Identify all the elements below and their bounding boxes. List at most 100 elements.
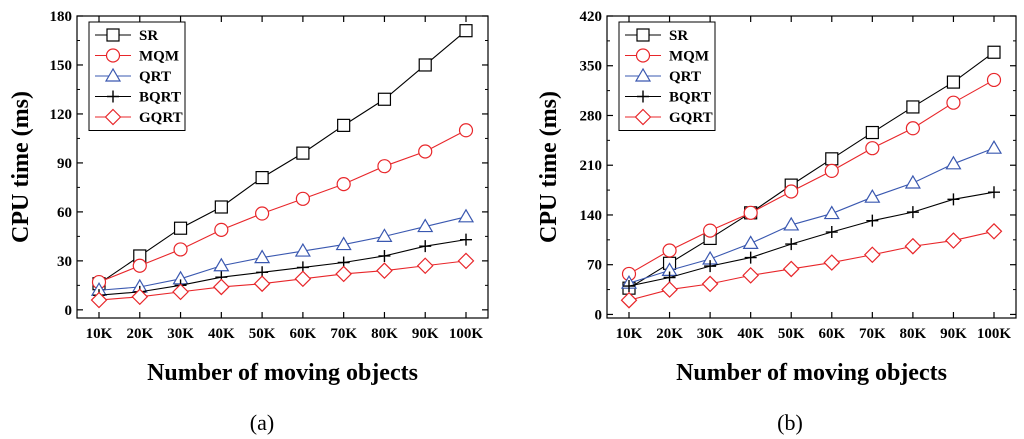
data-point: [90, 291, 108, 309]
y-tick-label: 30: [57, 254, 72, 270]
data-point: [294, 242, 311, 257]
data-point: [419, 240, 432, 253]
data-point: [823, 254, 841, 271]
data-point: [945, 232, 962, 249]
x-tick-label: 20K: [126, 326, 153, 342]
series-qrt: [90, 208, 475, 296]
x-tick-label: 60K: [290, 326, 317, 342]
data-point: [253, 275, 271, 293]
y-tick-label: 0: [595, 307, 603, 323]
data-point: [906, 100, 920, 114]
x-tick-label: 50K: [778, 326, 805, 342]
data-point: [865, 141, 880, 156]
series-line: [98, 239, 467, 296]
data-point: [376, 228, 393, 242]
y-tick-label: 150: [50, 58, 73, 74]
legend-label: BQRT: [139, 90, 181, 106]
legend-label: SR: [669, 28, 688, 44]
x-tick-label: 20K: [656, 326, 683, 342]
data-point: [985, 139, 1003, 154]
data-point: [620, 291, 638, 309]
data-point: [825, 226, 838, 239]
x-tick-label: 70K: [330, 326, 357, 342]
data-point: [294, 270, 312, 288]
data-point: [418, 58, 432, 72]
data-point: [823, 205, 840, 220]
data-point: [212, 278, 230, 296]
plot-frame: [606, 15, 1017, 319]
data-point: [337, 118, 351, 132]
data-point: [377, 159, 392, 174]
legend-marker: [634, 108, 652, 126]
x-tick-label: 100K: [449, 326, 484, 342]
legend-marker: [636, 28, 650, 42]
data-point: [131, 288, 149, 306]
data-point: [296, 146, 310, 160]
x-tick-label: 80K: [900, 326, 927, 342]
data-point: [662, 243, 677, 258]
x-tick-label: 90K: [940, 326, 967, 342]
data-point: [335, 265, 353, 283]
data-point: [904, 237, 922, 255]
legend: SR MQM QRT BQRT GQRT: [618, 21, 716, 131]
data-point: [947, 193, 960, 206]
data-point: [336, 177, 351, 192]
y-tick-label: 120: [50, 107, 73, 123]
y-tick-label: 0: [65, 303, 73, 319]
data-point: [254, 249, 271, 264]
plot-frame: [76, 15, 489, 319]
data-point: [863, 246, 881, 264]
data-point: [255, 171, 269, 185]
x-tick-label: 90K: [412, 326, 439, 342]
data-point: [417, 218, 434, 233]
data-point: [173, 221, 188, 235]
series-gqrt: [620, 222, 1003, 309]
data-point: [703, 223, 718, 238]
series-mqm: [91, 123, 474, 290]
y-tick-label: 180: [50, 9, 73, 25]
x-tick-label: 30K: [697, 326, 724, 342]
legend-marker: [105, 48, 121, 63]
series-line: [98, 216, 467, 291]
data-point: [214, 222, 229, 237]
data-point: [459, 24, 473, 38]
legend-label: MQM: [139, 49, 179, 65]
x-tick-label: 30K: [167, 326, 194, 342]
chart-caption: (b): [777, 410, 803, 435]
chart-a: 0 30 60 90 120 150 180 10K 20K 30K 40K 50K 60K 70K 80K…: [8, 9, 489, 435]
series-line: [98, 129, 467, 283]
series-line: [98, 260, 467, 301]
x-tick-label: 10K: [616, 326, 643, 342]
legend: SR MQM QRT BQRT GQRT: [88, 21, 186, 131]
data-point: [742, 235, 759, 249]
data-point: [864, 189, 881, 203]
legend-box: [88, 21, 186, 131]
y-tick-label: 60: [57, 205, 72, 221]
series-line: [628, 79, 995, 275]
legend-marker: [107, 90, 119, 103]
legend-label: QRT: [139, 69, 171, 85]
x-tick-label: 10K: [86, 326, 113, 342]
data-point: [458, 123, 474, 138]
series-line: [98, 30, 467, 285]
data-point: [172, 283, 189, 301]
series-line: [628, 230, 995, 301]
legend-marker: [634, 67, 652, 82]
series-line: [628, 191, 995, 287]
data-point: [988, 186, 1000, 199]
data-point: [376, 262, 393, 280]
x-tick-label: 70K: [859, 326, 886, 342]
data-point: [987, 45, 1001, 59]
data-point: [986, 72, 1002, 88]
data-point: [783, 216, 800, 231]
y-tick-label: 210: [580, 158, 603, 174]
legend-label: GQRT: [669, 110, 713, 126]
data-point: [906, 206, 919, 219]
series-gqrt: [90, 252, 475, 309]
data-point: [945, 155, 962, 170]
data-point: [704, 260, 717, 273]
legend-label: GQRT: [139, 110, 183, 126]
y-tick-label: 140: [580, 208, 603, 224]
series-qrt: [620, 139, 1003, 289]
